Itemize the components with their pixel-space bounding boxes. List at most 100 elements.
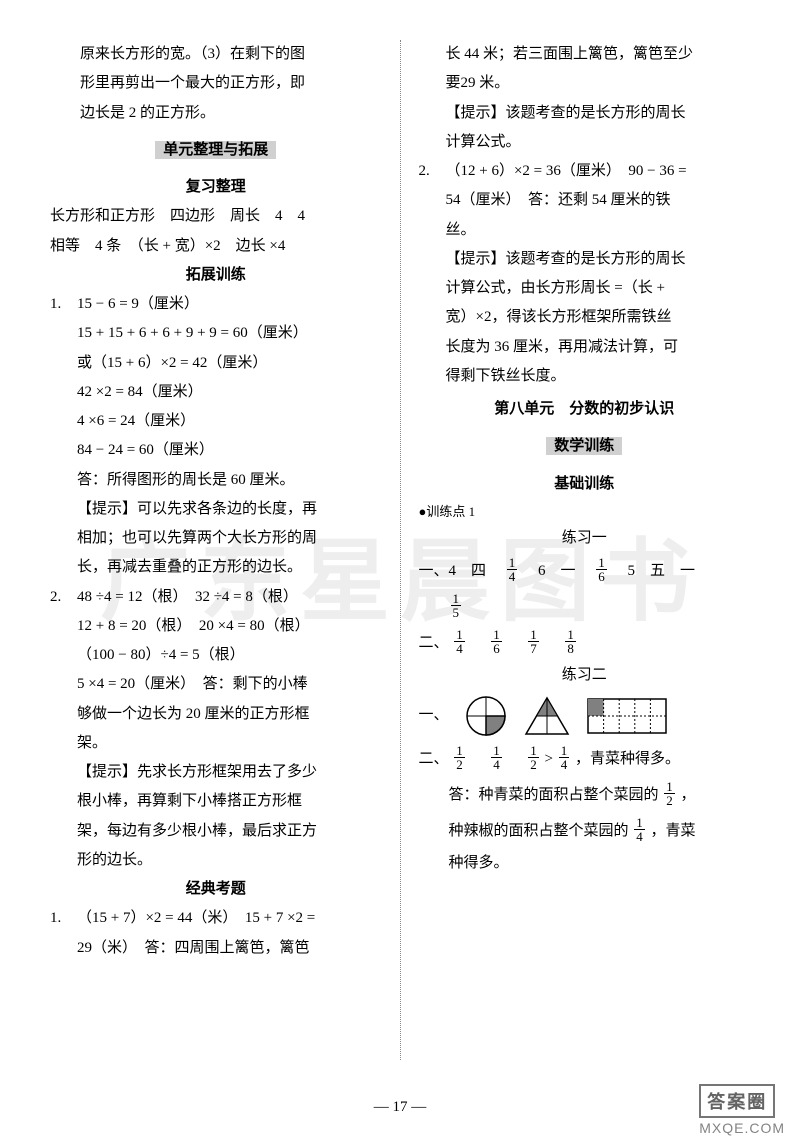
triangle-icon <box>523 695 571 737</box>
text: 二、 <box>419 635 449 651</box>
section-header: 单元整理与拓展 <box>50 136 382 165</box>
section-header-text: 单元整理与拓展 <box>155 141 276 159</box>
q-label: 1. <box>50 904 77 963</box>
calc-line: 够做一个边长为 20 厘米的正方形框 <box>77 700 382 729</box>
answer-line: 答：所得图形的周长是 60 厘米。 <box>77 466 382 495</box>
calc-line: 5 ×4 = 20（厘米） 答：剩下的小棒 <box>77 670 382 699</box>
fraction-1-4: 14 <box>454 628 465 655</box>
fraction-1-2: 12 <box>664 780 675 807</box>
subheader: 复习整理 <box>50 173 382 202</box>
fraction-1-8: 18 <box>565 628 576 655</box>
section-header: 数学训练 <box>419 432 751 461</box>
intro-line: 形里再剪出一个最大的正方形，即 <box>50 69 382 98</box>
calc-line: 12 + 8 = 20（根） 20 ×4 = 80（根） <box>77 612 382 641</box>
question-2r: 2. （12 + 6）×2 = 36（厘米） 90 − 36 = 54（厘米） … <box>419 157 751 391</box>
tip-line: 计算公式。 <box>446 128 751 157</box>
text: ，青菜种得多。 <box>575 751 680 767</box>
calc-line: 架。 <box>77 729 382 758</box>
calc-line: 丝。 <box>446 216 751 245</box>
ans-line: 答：种青菜的面积占整个菜园的 12 ， <box>449 777 751 813</box>
cont-line: 要29 米。 <box>446 69 751 98</box>
section-header-text: 数学训练 <box>546 437 622 455</box>
rect-grid-icon <box>587 698 667 734</box>
right-column: 长 44 米；若三面围上篱笆，篱笆至少 要29 米。 【提示】该题考查的是长方形… <box>401 40 751 1060</box>
calc-line: 4 ×6 = 24（厘米） <box>77 407 382 436</box>
stamp: 答案圈 MXQE.COM <box>699 1084 785 1136</box>
tip-line: 根小棒，再算剩下小棒搭正方形框 <box>77 787 382 816</box>
unit-title: 第八单元 分数的初步认识 <box>419 395 751 424</box>
tip-line: 【提示】先求长方形框架用去了多少 <box>77 758 382 787</box>
continuation-block: 长 44 米；若三面围上篱笆，篱笆至少 要29 米。 【提示】该题考查的是长方形… <box>419 40 751 157</box>
row-label: 一、 <box>419 701 449 730</box>
subheader: 基础训练 <box>419 470 751 499</box>
fraction-1-4: 14 <box>634 816 645 843</box>
fraction-1-2: 12 <box>528 744 539 771</box>
ans-line: 种辣椒的面积占整个菜园的 14 ，青菜 <box>449 813 751 849</box>
ex1-row-a2: 15 <box>419 589 751 625</box>
tip-line: 长，再减去重叠的正方形的边长。 <box>77 553 382 582</box>
text: 二、 <box>419 751 449 767</box>
calc-line: （15 + 7）×2 = 44（米） 15 + 7 ×2 = <box>77 904 382 933</box>
fraction-1-2: 12 <box>454 744 465 771</box>
page-number: — 17 — <box>0 1099 800 1116</box>
exam-q1: 1. （15 + 7）×2 = 44（米） 15 + 7 ×2 = 29（米） … <box>50 904 382 963</box>
ans-line: 种得多。 <box>449 849 751 878</box>
calc-line: 48 ÷4 = 12（根） 32 ÷4 = 8（根） <box>77 583 382 612</box>
tip-line: 得剩下铁丝长度。 <box>446 362 751 391</box>
calc-line: （100 − 80）÷4 = 5（根） <box>77 641 382 670</box>
fraction-1-7: 17 <box>528 628 539 655</box>
ex1-row-b: 二、 14 16 17 18 <box>419 625 751 661</box>
stamp-url: MXQE.COM <box>699 1120 785 1136</box>
exercise-title: 练习一 <box>419 524 751 553</box>
subheader: 拓展训练 <box>50 261 382 290</box>
intro-line: 边长是 2 的正方形。 <box>50 99 382 128</box>
tip-line: 长度为 36 厘米，再用减法计算，可 <box>446 333 751 362</box>
q-content: 48 ÷4 = 12（根） 32 ÷4 = 8（根） 12 + 8 = 20（根… <box>77 583 382 876</box>
tip-line: 【提示】该题考查的是长方形的周长 <box>446 245 751 274</box>
text: 答：种青菜的面积占整个菜园的 <box>449 787 659 803</box>
calc-line: 54（厘米） 答：还剩 54 厘米的铁 <box>446 186 751 215</box>
calc-line: 29（米） 答：四周围上篱笆，篱笆 <box>77 934 382 963</box>
subheader: 经典考题 <box>50 875 382 904</box>
ex2-row-b: 二、 12 14 12 > 14 ，青菜种得多。 <box>419 741 751 777</box>
text: 6 一 <box>523 563 591 579</box>
calc-line: 84 − 24 = 60（厘米） <box>77 436 382 465</box>
exercise-title: 练习二 <box>419 661 751 690</box>
tip-line: 形的边长。 <box>77 846 382 875</box>
calc-line: 42 ×2 = 84（厘米） <box>77 378 382 407</box>
left-column: 原来长方形的宽。（3）在剩下的图 形里再剪出一个最大的正方形，即 边长是 2 的… <box>50 40 400 1060</box>
circle-icon <box>465 695 507 737</box>
training-point: ●训练点 1 <box>419 499 751 524</box>
tip-line: 【提示】该题考查的是长方形的周长 <box>446 99 751 128</box>
text: 种辣椒的面积占整个菜园的 <box>449 823 629 839</box>
q-content: （12 + 6）×2 = 36（厘米） 90 − 36 = 54（厘米） 答：还… <box>446 157 751 391</box>
question-1: 1. 15 − 6 = 9（厘米） 15 + 15 + 6 + 6 + 9 + … <box>50 290 382 583</box>
tip-line: 宽）×2，得该长方形框架所需铁丝 <box>446 303 751 332</box>
gt-sign: > <box>545 751 557 767</box>
text: 一、4 四 <box>419 563 502 579</box>
calc-line: 或（15 + 6）×2 = 42（厘米） <box>77 349 382 378</box>
tip-line: 架，每边有多少根小棒，最后求正方 <box>77 817 382 846</box>
question-2: 2. 48 ÷4 = 12（根） 32 ÷4 = 8（根） 12 + 8 = 2… <box>50 583 382 876</box>
calc-line: 15 − 6 = 9（厘米） <box>77 290 382 319</box>
q-content: （15 + 7）×2 = 44（米） 15 + 7 ×2 = 29（米） 答：四… <box>77 904 382 963</box>
fraction-1-6: 16 <box>491 628 502 655</box>
tip-line: 相加；也可以先算两个大长方形的周 <box>77 524 382 553</box>
fraction-1-5: 15 <box>451 592 462 619</box>
fraction-1-6: 16 <box>596 556 607 583</box>
cont-line: 长 44 米；若三面围上篱笆，篱笆至少 <box>446 40 751 69</box>
ex1-row-a: 一、4 四 14 6 一 16 5 五 一 <box>419 553 751 589</box>
stamp-brand: 答案圈 <box>699 1084 775 1118</box>
review-line: 相等 4 条 （长 + 宽）×2 边长 ×4 <box>50 232 382 261</box>
q-content: 15 − 6 = 9（厘米） 15 + 15 + 6 + 6 + 9 + 9 =… <box>77 290 382 583</box>
fraction-1-4: 14 <box>507 556 518 583</box>
calc-line: 15 + 15 + 6 + 6 + 9 + 9 = 60（厘米） <box>77 319 382 348</box>
page-container: 原来长方形的宽。（3）在剩下的图 形里再剪出一个最大的正方形，即 边长是 2 的… <box>0 0 800 1080</box>
fraction-1-4: 14 <box>559 744 570 771</box>
text: ， <box>681 787 696 803</box>
fraction-1-4: 14 <box>491 744 502 771</box>
q-label: 1. <box>50 290 77 583</box>
shapes-row: 一、 <box>419 695 751 737</box>
q-label: 2. <box>419 157 446 391</box>
answer-block: 答：种青菜的面积占整个菜园的 12 ， 种辣椒的面积占整个菜园的 14 ，青菜 … <box>419 777 751 878</box>
